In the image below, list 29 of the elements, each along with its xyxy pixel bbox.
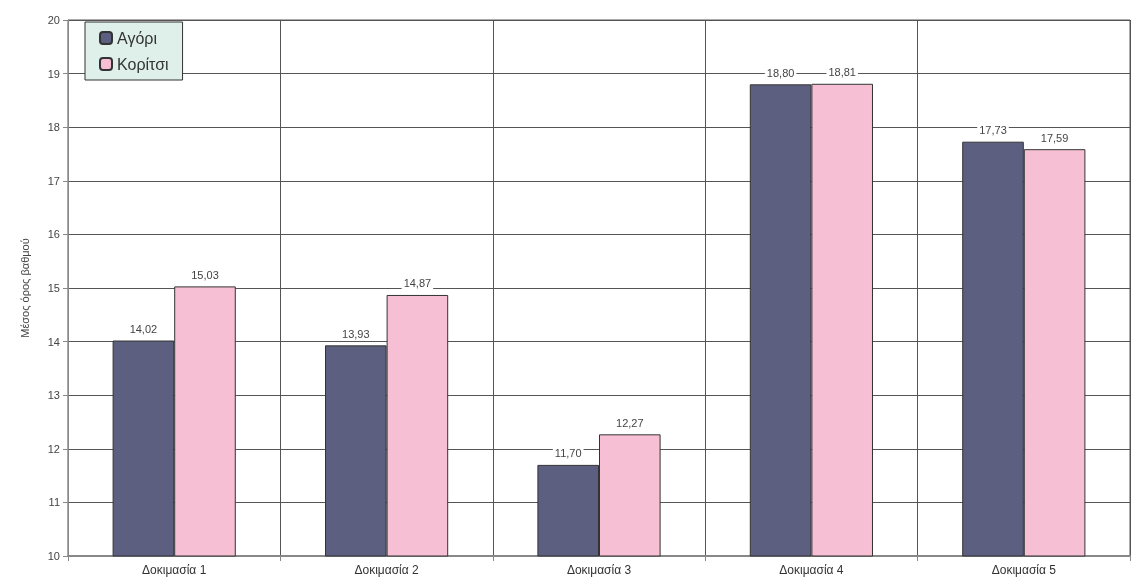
y-axis-title: Μέσος όρος βαθμού	[18, 238, 31, 338]
legend-label: Κορίτσι	[117, 55, 169, 73]
x-tick-label: Δοκιμασία 3	[566, 563, 632, 577]
data-label: 13,93	[342, 327, 370, 340]
data-label: 17,73	[979, 124, 1007, 137]
y-tick-label: 16	[47, 228, 60, 241]
y-tick-label: 14	[47, 335, 60, 348]
y-tick-label: 19	[47, 67, 60, 80]
data-label: 18,81	[828, 66, 856, 79]
x-tick-label: Δοκιμασία 5	[991, 563, 1057, 577]
data-label: 18,80	[766, 66, 795, 79]
y-tick-label: 12	[47, 442, 60, 455]
y-tick-label: 20	[47, 14, 60, 26]
y-tick-label: 11	[48, 496, 60, 509]
data-label: 12,27	[616, 416, 644, 429]
data-label: 17,59	[1040, 131, 1069, 144]
y-tick-label: 15	[47, 282, 60, 294]
y-tick-label: 13	[47, 389, 60, 402]
y-tick-label: 10	[47, 550, 60, 562]
legend-label: Αγόρι	[117, 29, 158, 47]
data-label: 15,03	[191, 268, 219, 281]
data-label: 14,02	[129, 323, 158, 336]
y-tick-label: 18	[47, 121, 60, 134]
y-tick-label: 17	[47, 174, 60, 187]
data-label: 14,87	[403, 277, 432, 290]
data-label: 11,70	[554, 447, 582, 460]
x-tick-label: Δοκιμασία 4	[779, 563, 844, 577]
x-tick-label: Δοκιμασία 2	[354, 563, 420, 577]
x-tick-label: Δοκιμασία 1	[142, 563, 207, 577]
